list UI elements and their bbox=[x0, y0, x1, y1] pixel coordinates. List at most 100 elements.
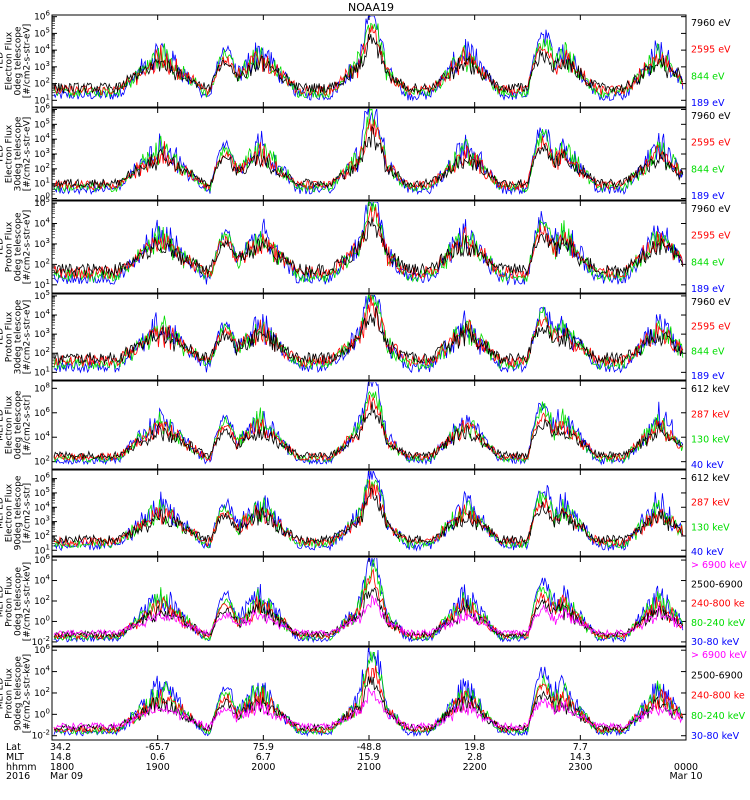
legend-entry: 30-80 keV bbox=[691, 731, 740, 742]
series-line bbox=[53, 217, 684, 277]
series-line bbox=[53, 109, 684, 196]
series-line bbox=[53, 109, 684, 193]
legend-entry: 189 eV bbox=[691, 191, 725, 202]
x-row-label: hhmm bbox=[6, 762, 37, 773]
y-tick-label: 108 bbox=[34, 381, 50, 394]
lat-value: -65.7 bbox=[145, 742, 170, 753]
y-tick-label: 104 bbox=[34, 574, 50, 587]
y-tick-label: 106 bbox=[34, 553, 50, 566]
mlt-value: 14.3 bbox=[570, 752, 591, 763]
mlt-value: 6.7 bbox=[256, 752, 271, 763]
legend-entry: 130 keV bbox=[691, 522, 730, 533]
data-traces bbox=[53, 648, 684, 738]
series-line bbox=[53, 206, 684, 280]
hhmm-value: 2000 bbox=[251, 762, 275, 773]
mlt-value: 15.9 bbox=[358, 752, 379, 763]
legend-entry: 2595 eV bbox=[691, 138, 731, 149]
legend-entry: 844 eV bbox=[691, 71, 725, 82]
y-tick-label: 102 bbox=[34, 162, 50, 175]
y-tick-label: 101 bbox=[34, 93, 50, 106]
y-tick-label: 103 bbox=[34, 60, 50, 73]
legend-entry: 612 keV bbox=[691, 473, 730, 484]
series-line bbox=[53, 487, 683, 545]
series-line bbox=[53, 118, 684, 191]
legend-entry: 80-240 keV bbox=[691, 618, 746, 629]
lat-value: 34.2 bbox=[50, 742, 71, 753]
y-tick-label: 105 bbox=[34, 486, 50, 499]
series-line bbox=[53, 558, 684, 644]
series-line bbox=[53, 394, 683, 462]
hhmm-value: 2200 bbox=[463, 762, 487, 773]
mlt-value: 14.8 bbox=[50, 752, 71, 763]
hhmm-value: 1900 bbox=[146, 762, 170, 773]
data-traces bbox=[53, 295, 684, 374]
legend-entry: 240-800 ke bbox=[691, 599, 745, 610]
series-line bbox=[53, 16, 684, 102]
legend-entry: 844 eV bbox=[691, 346, 725, 357]
legend-entry: 2595 eV bbox=[691, 45, 731, 56]
series-line bbox=[53, 687, 683, 731]
legend-entry: 7960 eV bbox=[691, 111, 731, 122]
y-tick-label: 102 bbox=[34, 529, 50, 542]
lat-value: 19.8 bbox=[464, 742, 485, 753]
y-tick-label: 102 bbox=[34, 686, 50, 699]
y-tick-label: 102 bbox=[34, 257, 50, 270]
date-value: Mar 09 bbox=[50, 771, 83, 782]
series-line bbox=[53, 295, 684, 371]
series-line bbox=[53, 306, 684, 365]
y-tick-label: 106 bbox=[34, 10, 50, 23]
lat-value: 75.9 bbox=[253, 742, 274, 753]
y-axis-label: MEPEDElectron Flux0deg telescope[#/cm2-s… bbox=[0, 390, 33, 460]
series-line bbox=[53, 34, 684, 94]
y-tick-label: 100 bbox=[34, 707, 50, 720]
y-tick-label: 104 bbox=[34, 132, 50, 145]
y-tick-label: 103 bbox=[34, 515, 50, 528]
legend-entry: 7960 eV bbox=[691, 297, 731, 308]
series-line bbox=[53, 202, 684, 284]
y-tick-label: 105 bbox=[34, 289, 50, 302]
y-tick-label: 100 bbox=[34, 614, 50, 627]
y-tick-label: 105 bbox=[34, 196, 50, 209]
mlt-value: 2.8 bbox=[467, 752, 482, 763]
legend-entry: 2500-6900 bbox=[691, 579, 743, 590]
series-line bbox=[53, 568, 684, 641]
legend-entry: 189 eV bbox=[691, 284, 725, 295]
x-row-label: MLT bbox=[6, 752, 24, 763]
series-line bbox=[53, 22, 684, 99]
legend-entry: 287 keV bbox=[691, 498, 730, 509]
y-tick-label: 101 bbox=[34, 543, 50, 556]
y-tick-label: 104 bbox=[34, 430, 50, 443]
y-tick-label: 105 bbox=[34, 117, 50, 130]
legend-entry: > 6900 keV bbox=[691, 560, 747, 571]
y-tick-label: 104 bbox=[34, 43, 50, 56]
data-traces bbox=[53, 471, 684, 552]
series-line bbox=[53, 478, 684, 550]
y-tick-label: 106 bbox=[34, 406, 50, 419]
y-tick-label: 104 bbox=[34, 216, 50, 229]
figure-title: NOAA19 bbox=[348, 1, 394, 14]
y-tick-label: 100 bbox=[34, 192, 50, 205]
legend-entry: 189 eV bbox=[691, 371, 725, 382]
legend-entry: 30-80 keV bbox=[691, 637, 740, 648]
hhmm-value: 2100 bbox=[357, 762, 381, 773]
y-axis-label: TEDElectron Flux0deg telescope[#/cm2-s-s… bbox=[0, 24, 33, 99]
data-traces bbox=[53, 382, 684, 466]
y-tick-label: 106 bbox=[34, 472, 50, 485]
lat-value: -48.8 bbox=[357, 742, 382, 753]
y-tick-label: 105 bbox=[34, 26, 50, 39]
hhmm-value: 0000 bbox=[674, 762, 698, 773]
y-tick-label: 103 bbox=[34, 237, 50, 250]
y-axis-label: TEDProton Flux30deg telescope[#/cm2-s-st… bbox=[0, 299, 33, 374]
hhmm-value: 2300 bbox=[568, 762, 592, 773]
y-tick-label: 101 bbox=[34, 278, 50, 291]
y-axis-label: MEPEDProton Flux90deg telescope[#/cm2-s-… bbox=[0, 654, 33, 733]
y-tick-label: 106 bbox=[34, 102, 50, 115]
panel-frame bbox=[51, 556, 687, 647]
panel-frame bbox=[51, 380, 687, 470]
y-tick-label: 104 bbox=[34, 665, 50, 678]
